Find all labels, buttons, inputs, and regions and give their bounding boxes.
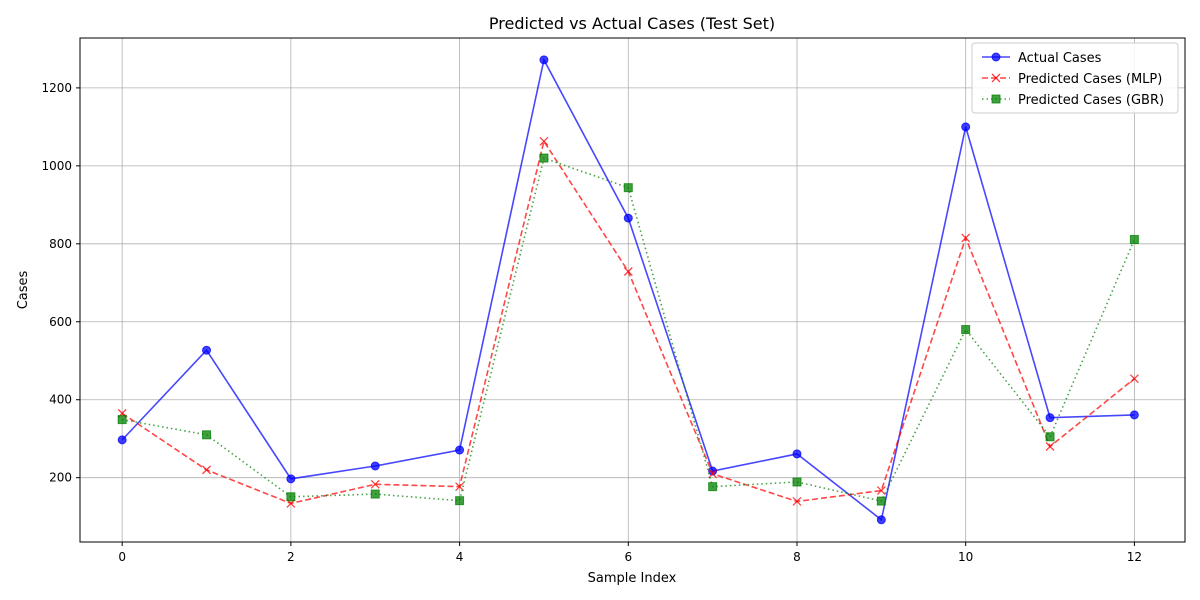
- data-point: [370, 479, 380, 489]
- data-point: [286, 474, 296, 484]
- x-tick-label: 4: [456, 550, 464, 564]
- data-point: [792, 477, 802, 487]
- data-point: [961, 325, 971, 335]
- y-axis: 200 400 600 800 1000 1200: [41, 81, 80, 485]
- data-point: [876, 515, 886, 525]
- data-point: [1045, 432, 1055, 442]
- x-tick-label: 10: [958, 550, 973, 564]
- data-point: [876, 496, 886, 506]
- y-tick-label: 200: [49, 471, 72, 485]
- y-tick-label: 800: [49, 237, 72, 251]
- data-point: [792, 497, 802, 506]
- data-point: [623, 213, 633, 223]
- data-point: [708, 482, 718, 492]
- x-tick-label: 8: [793, 550, 801, 564]
- data-point: [370, 489, 380, 499]
- data-point: [708, 469, 718, 479]
- series-1: [117, 55, 1139, 525]
- x-tick-label: 6: [624, 550, 632, 564]
- legend-item: Predicted Cases (GBR): [982, 93, 1164, 108]
- data-point: [961, 122, 971, 132]
- data-point: [117, 415, 127, 425]
- data-point: [539, 153, 549, 163]
- series-3: [117, 153, 1139, 506]
- data-point: [202, 465, 211, 475]
- x-axis: 0 2 4 6 8 10 12: [118, 542, 1142, 564]
- y-axis-label: Cases: [16, 270, 31, 309]
- legend-box: [971, 42, 1179, 114]
- y-tick-label: 1000: [41, 159, 72, 173]
- x-axis-label: Sample Index: [588, 571, 677, 586]
- data-point: [455, 445, 465, 455]
- plot-frame: [79, 37, 1186, 543]
- data-point: [1129, 410, 1139, 420]
- y-tick-label: 600: [49, 315, 72, 329]
- data-point: [539, 136, 549, 146]
- legend-marker: [991, 52, 1001, 62]
- series-layer: [117, 55, 1139, 525]
- data-point: [286, 492, 296, 502]
- legend-marker: [991, 73, 1001, 83]
- y-tick-label: 1200: [41, 81, 72, 95]
- x-tick-label: 0: [118, 550, 126, 564]
- data-point: [1045, 442, 1055, 451]
- legend-marker: [991, 94, 1001, 104]
- legend-item: Actual Cases: [982, 51, 1102, 66]
- legend-item: Predicted Cases (MLP): [982, 72, 1162, 87]
- chart-title: Predicted vs Actual Cases (Test Set): [489, 14, 775, 33]
- legend-label: Predicted Cases (MLP): [1018, 72, 1162, 87]
- legend-label: Actual Cases: [1018, 51, 1102, 66]
- data-point: [623, 183, 633, 193]
- data-point: [1129, 374, 1139, 384]
- data-point: [623, 267, 633, 276]
- data-point: [961, 233, 971, 243]
- data-point: [792, 449, 802, 459]
- data-point: [1045, 413, 1055, 423]
- data-point: [117, 435, 127, 445]
- x-tick-label: 12: [1127, 550, 1142, 564]
- data-point: [202, 345, 212, 355]
- y-tick-label: 400: [49, 393, 72, 407]
- legend-label: Predicted Cases (GBR): [1018, 93, 1164, 108]
- legend: Actual Cases Predicted Cases (MLP) Predict…: [971, 42, 1179, 114]
- x-tick-label: 2: [287, 550, 295, 564]
- data-point: [539, 55, 549, 65]
- data-point: [455, 496, 465, 506]
- series-2: [117, 136, 1139, 508]
- data-point: [370, 461, 380, 471]
- data-point: [202, 430, 212, 440]
- data-point: [455, 482, 465, 492]
- data-point: [708, 466, 718, 476]
- data-point: [1129, 235, 1139, 245]
- data-point: [876, 486, 886, 496]
